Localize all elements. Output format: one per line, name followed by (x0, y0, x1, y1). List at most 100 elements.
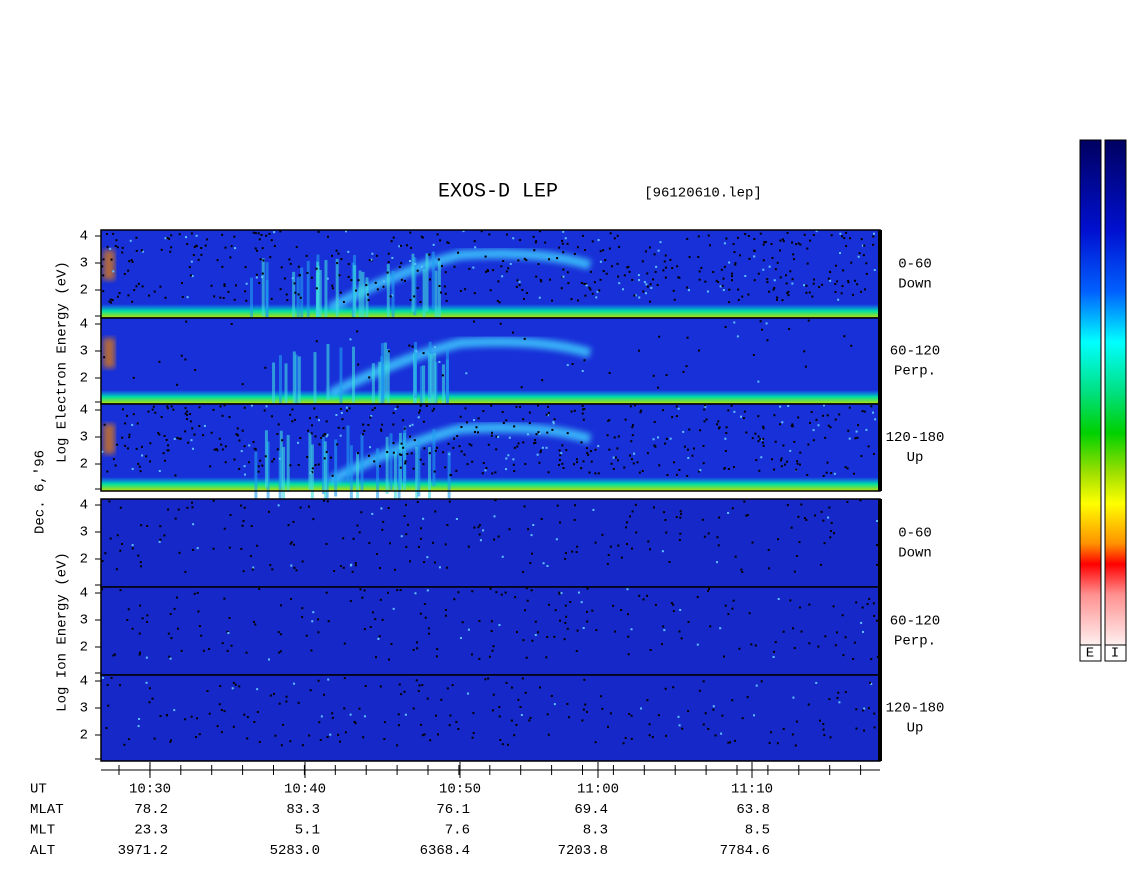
noise (585, 447, 588, 450)
noise (576, 461, 579, 464)
noise (577, 591, 580, 594)
noise (190, 232, 193, 235)
ion-axis-label: Log Ion Energy (eV) (55, 552, 71, 712)
noise (176, 436, 179, 439)
noise (570, 298, 573, 301)
noise (200, 634, 203, 637)
noise (598, 289, 601, 292)
noise (642, 598, 645, 601)
noise (848, 437, 851, 440)
noise (567, 282, 570, 285)
noise (754, 432, 757, 435)
noise (116, 534, 119, 537)
noise (188, 266, 191, 269)
noise (561, 239, 564, 242)
noise (839, 232, 842, 235)
noise (505, 233, 508, 236)
noise (131, 300, 134, 303)
noise (787, 294, 790, 297)
noise (248, 444, 251, 447)
noise (404, 462, 407, 465)
noise (299, 436, 302, 439)
electron-burst (386, 264, 390, 323)
noise (356, 524, 359, 527)
noise (531, 552, 534, 555)
noise (236, 433, 239, 436)
noise (320, 436, 323, 439)
noise (232, 681, 235, 684)
row-value: 7.6 (445, 823, 470, 839)
noise (289, 413, 292, 416)
noise (423, 602, 426, 605)
noise (138, 632, 141, 635)
noise (444, 292, 447, 295)
noise (599, 278, 602, 281)
noise (608, 448, 611, 451)
noise (245, 282, 248, 285)
noise (193, 245, 196, 248)
noise (723, 242, 726, 245)
noise (388, 658, 391, 661)
noise (762, 427, 765, 430)
noise (378, 465, 381, 468)
noise (268, 658, 271, 661)
noise (594, 472, 597, 475)
y-tick-label: 3 (80, 344, 88, 360)
noise (793, 570, 796, 573)
noise (338, 274, 341, 277)
noise (184, 570, 187, 573)
noise (586, 451, 589, 454)
noise (243, 465, 246, 468)
noise (653, 420, 656, 423)
noise (131, 544, 134, 547)
noise (176, 383, 179, 386)
noise (422, 352, 425, 355)
noise (687, 289, 690, 292)
noise (112, 232, 115, 235)
noise (548, 603, 551, 606)
noise (519, 706, 522, 709)
electron-band (101, 390, 880, 404)
noise (758, 469, 761, 472)
noise (218, 437, 221, 440)
noise (314, 435, 317, 438)
noise (669, 437, 672, 440)
noise (121, 408, 124, 411)
noise (554, 609, 557, 612)
noise (245, 299, 248, 302)
noise (654, 603, 657, 606)
noise (576, 299, 579, 302)
noise (663, 260, 666, 263)
noise (474, 246, 477, 249)
noise (367, 299, 370, 302)
noise (698, 349, 701, 352)
noise (497, 280, 500, 283)
noise (741, 717, 744, 720)
noise (368, 376, 371, 379)
noise (216, 449, 219, 452)
noise (149, 460, 152, 463)
noise (822, 519, 825, 522)
noise (582, 460, 585, 463)
noise (544, 241, 547, 244)
noise (140, 445, 143, 448)
noise (431, 409, 434, 412)
noise (679, 512, 682, 515)
noise (646, 452, 649, 455)
row-value: 83.3 (286, 802, 320, 818)
noise (106, 684, 109, 687)
noise (425, 405, 428, 408)
noise (223, 527, 226, 530)
noise (617, 275, 620, 278)
noise (261, 272, 264, 275)
noise (261, 275, 264, 278)
noise (394, 568, 397, 571)
noise (113, 653, 116, 656)
noise (413, 295, 416, 298)
noise (295, 569, 298, 572)
electron-burst (414, 341, 418, 398)
electron-burst (393, 451, 397, 509)
noise (285, 695, 288, 698)
noise (584, 703, 587, 706)
noise (387, 506, 390, 509)
